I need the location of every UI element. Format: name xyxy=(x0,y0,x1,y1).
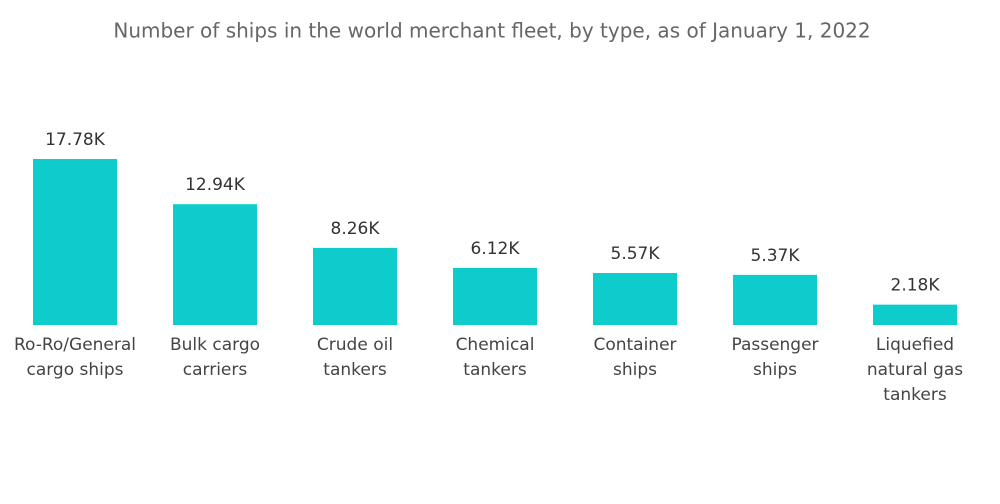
x-tick-label: Crude oil tankers xyxy=(316,335,394,380)
chart-title: Number of ships in the world merchant fl… xyxy=(113,19,870,43)
x-tick-label: Container ships xyxy=(593,335,677,380)
bar xyxy=(873,304,957,325)
x-tick-label: Chemical tankers xyxy=(455,335,535,380)
x-tick-label: Liquefied natural gas tankers xyxy=(866,335,964,405)
value-label: 17.78K xyxy=(45,130,106,150)
value-label: 5.37K xyxy=(751,246,801,266)
bar xyxy=(733,274,817,325)
bar xyxy=(593,272,677,325)
x-tick-label: Ro-Ro/General cargo ships xyxy=(13,335,137,380)
bar xyxy=(173,204,257,325)
value-label: 2.18K xyxy=(891,276,941,296)
bar xyxy=(313,247,397,325)
bar xyxy=(33,159,117,325)
value-label: 12.94K xyxy=(185,175,246,195)
value-label: 8.26K xyxy=(331,219,381,239)
x-tick-label: Bulk cargo carriers xyxy=(169,335,261,380)
bar xyxy=(453,267,537,325)
value-label: 6.12K xyxy=(471,239,521,259)
x-tick-label: Passenger ships xyxy=(731,335,819,380)
value-label: 5.57K xyxy=(611,244,661,264)
